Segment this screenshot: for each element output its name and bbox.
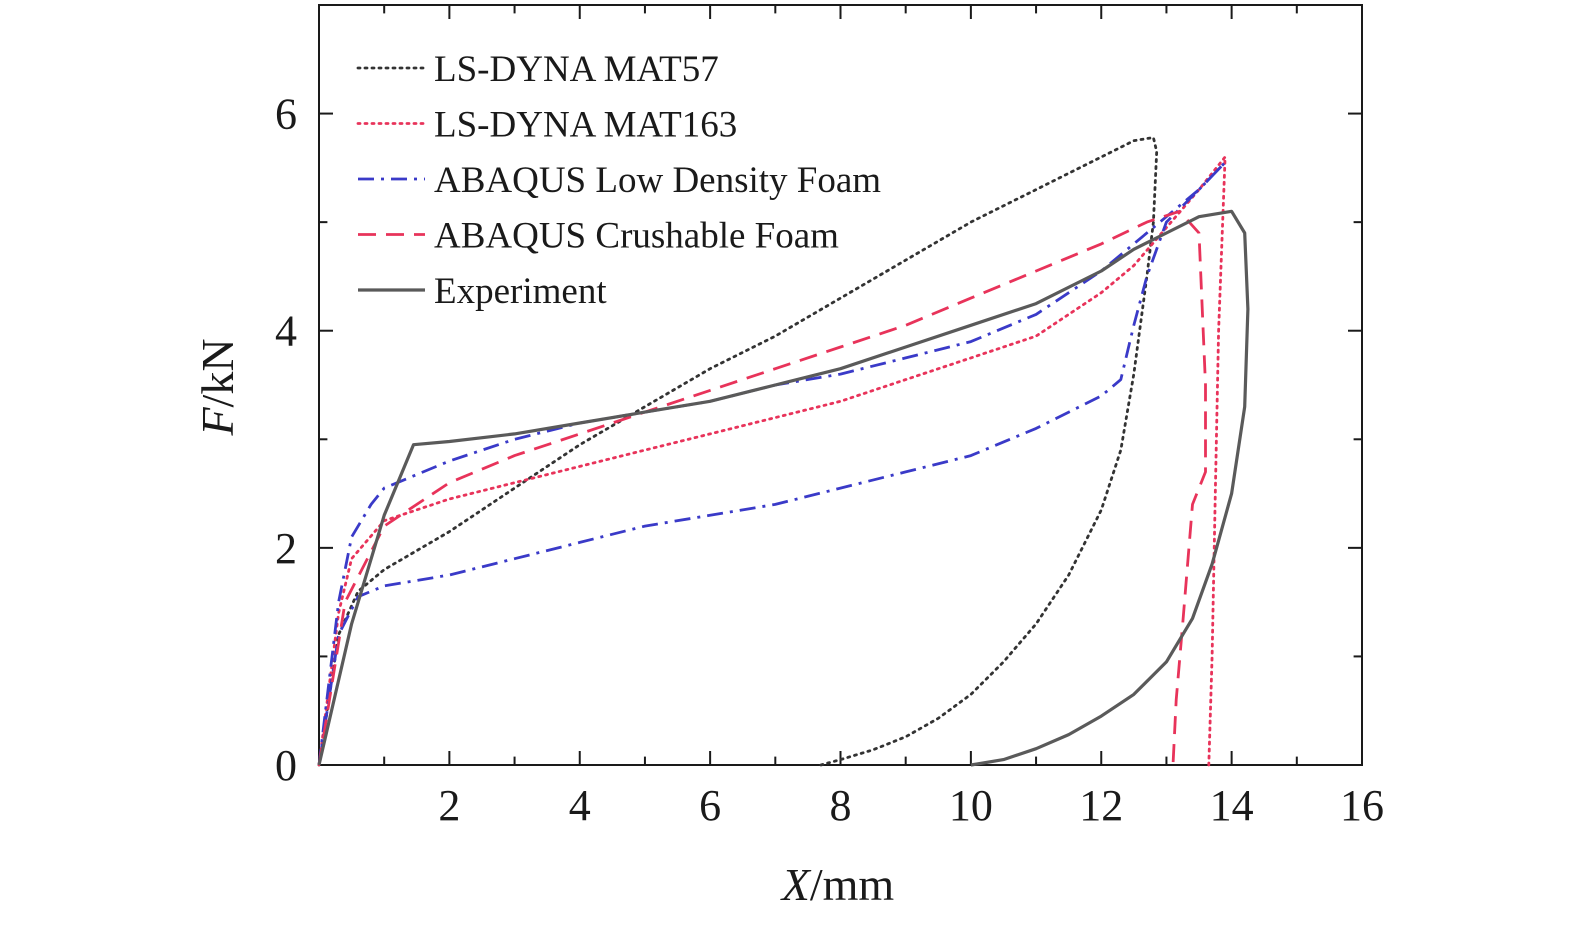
- x-tick-label: 14: [1210, 781, 1254, 830]
- x-tick-label: 10: [949, 781, 993, 830]
- y-axis-label-symbol: F: [192, 407, 243, 437]
- x-tick-label: 8: [830, 781, 852, 830]
- y-tick-label: 4: [275, 307, 297, 356]
- x-tick-label: 16: [1340, 781, 1384, 830]
- legend-label-2: ABAQUS Low Density Foam: [434, 160, 881, 201]
- y-tick-label: 2: [275, 524, 297, 573]
- legend-label-0: LS-DYNA MAT57: [434, 49, 719, 90]
- x-tick-label: 12: [1079, 781, 1123, 830]
- legend-label-1: LS-DYNA MAT163: [434, 105, 737, 146]
- tick-marks: [319, 4, 1363, 766]
- series-line-2: [317, 160, 1227, 766]
- x-tick-label: 4: [569, 781, 591, 830]
- x-tick-label: 2: [438, 781, 460, 830]
- y-axis-label-unit: /kN: [192, 338, 243, 407]
- series-line-4: [317, 209, 1250, 767]
- y-tick-label: 6: [275, 90, 297, 139]
- series-lines: [317, 136, 1250, 767]
- y-axis-label: F/kN: [192, 338, 243, 436]
- y-tick-label: 0: [275, 741, 297, 790]
- tick-labels: 2 4 6 8 10 12 14 16 0 2 4 6: [275, 90, 1384, 830]
- legend-label-4: Experiment: [434, 271, 607, 312]
- legend: LS-DYNA MAT57 LS-DYNA MAT163 ABAQUS Low De…: [356, 49, 881, 312]
- legend-label-3: ABAQUS Crushable Foam: [434, 216, 839, 257]
- x-axis-label-symbol: X: [780, 859, 812, 910]
- series-line-1: [317, 155, 1227, 767]
- x-tick-label: 6: [699, 781, 721, 830]
- series-line-3: [317, 209, 1207, 766]
- x-axis-label: X/mm: [780, 859, 895, 910]
- x-axis-label-unit: /mm: [810, 859, 895, 910]
